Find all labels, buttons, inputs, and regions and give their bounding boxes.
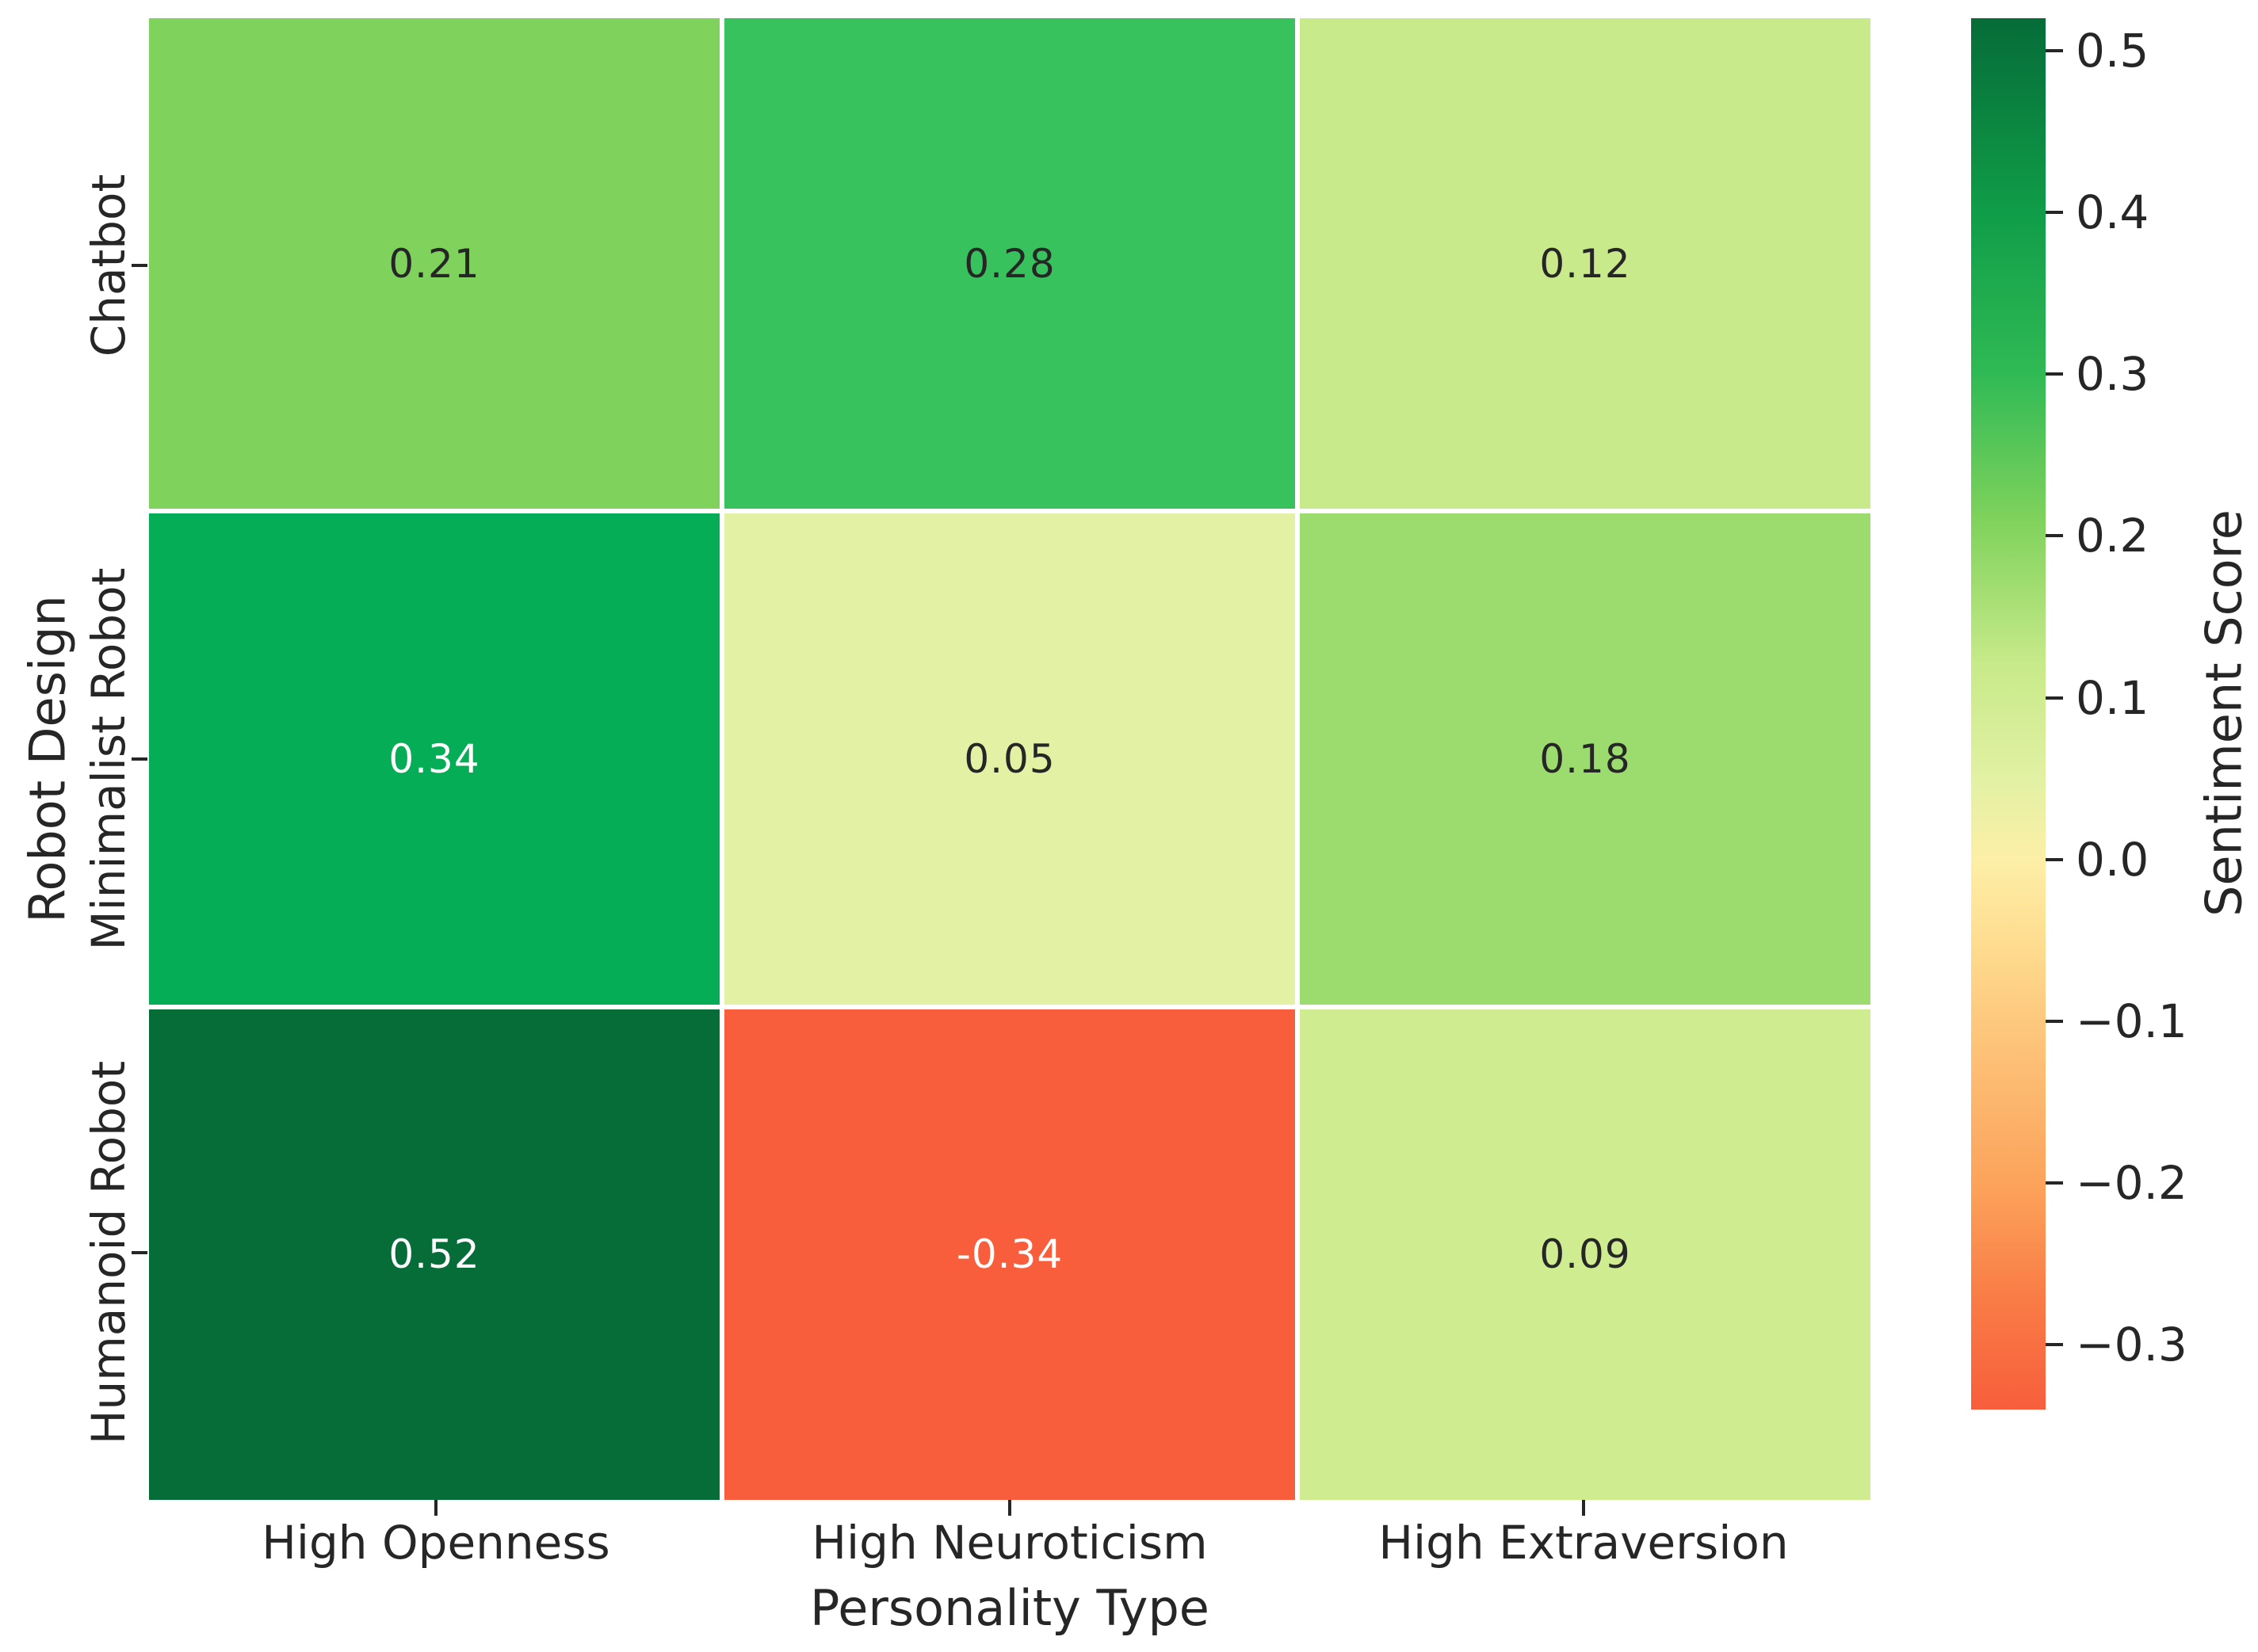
colorbar-tick-label: −0.2	[2076, 1156, 2187, 1211]
heatmap-cell: 0.52	[149, 1009, 720, 1500]
cell-value: 0.09	[1539, 1231, 1631, 1278]
cell-value: 0.18	[1539, 735, 1631, 782]
colorbar-label: Sentiment Score	[2195, 509, 2253, 917]
x-tick-label: High Openness	[262, 1516, 610, 1570]
y-tick-label: Chatbot	[82, 174, 136, 357]
cell-value: 0.28	[964, 240, 1056, 287]
x-tick-mark	[1582, 1500, 1585, 1516]
cell-value: 0.12	[1539, 240, 1631, 287]
colorbar-tick-mark	[2046, 534, 2063, 538]
x-tick-label: High Extraversion	[1378, 1516, 1789, 1570]
colorbar-tick-label: 0.1	[2076, 670, 2149, 725]
cell-value: 0.34	[388, 735, 480, 782]
colorbar-tick-mark	[2046, 1181, 2063, 1185]
x-tick-label: High Neuroticism	[812, 1516, 1208, 1570]
colorbar-tick-mark	[2046, 372, 2063, 376]
colorbar-tick-label: 0.2	[2076, 509, 2149, 563]
y-tick-mark	[132, 1251, 147, 1254]
x-axis-label: Personality Type	[810, 1579, 1209, 1637]
cell-value: 0.52	[388, 1231, 480, 1278]
x-tick-mark	[434, 1500, 437, 1516]
cell-value: 0.21	[388, 240, 480, 287]
colorbar-tick-mark	[2046, 1019, 2063, 1023]
colorbar-tick-label: −0.1	[2076, 994, 2187, 1048]
heatmap-cell: 0.28	[724, 18, 1295, 509]
heatmap-cell: 0.34	[149, 513, 720, 1005]
y-tick-mark	[132, 757, 147, 761]
cell-value: -0.34	[956, 1231, 1064, 1278]
y-tick-mark	[132, 264, 147, 267]
heatmap-grid: 0.21 0.28 0.12 0.34 0.05 0.18 0.52 -0.34…	[149, 18, 1870, 1500]
heatmap-cell: 0.05	[724, 513, 1295, 1005]
cell-value: 0.05	[964, 735, 1056, 782]
y-axis-label: Robot Design	[18, 595, 77, 923]
heatmap-cell: 0.21	[149, 18, 720, 509]
colorbar-tick-label: 0.3	[2076, 347, 2149, 402]
colorbar-tick-mark	[2046, 211, 2063, 215]
colorbar-tick-mark	[2046, 857, 2063, 861]
heatmap-cell: 0.18	[1300, 513, 1870, 1005]
y-tick-label: Minimalist Robot	[82, 567, 136, 951]
heatmap-cell: 0.12	[1300, 18, 1870, 509]
x-tick-mark	[1008, 1500, 1011, 1516]
y-tick-label: Humanoid Robot	[82, 1060, 136, 1445]
colorbar-tick-label: 0.5	[2076, 23, 2149, 78]
colorbar-tick-mark	[2046, 1343, 2063, 1347]
colorbar-tick-label: 0.4	[2076, 185, 2149, 240]
heatmap-cell: 0.09	[1300, 1009, 1870, 1500]
colorbar-tick-mark	[2046, 48, 2063, 52]
colorbar-tick-mark	[2046, 696, 2063, 700]
colorbar-tick-label: −0.3	[2076, 1318, 2187, 1372]
colorbar-tick-label: 0.0	[2076, 832, 2149, 887]
heatmap-cell: -0.34	[724, 1009, 1295, 1500]
colorbar: 0.5 0.4 0.3 0.2 0.1 0.0 −0.1 −0.2 −0.3	[1971, 18, 2187, 1410]
